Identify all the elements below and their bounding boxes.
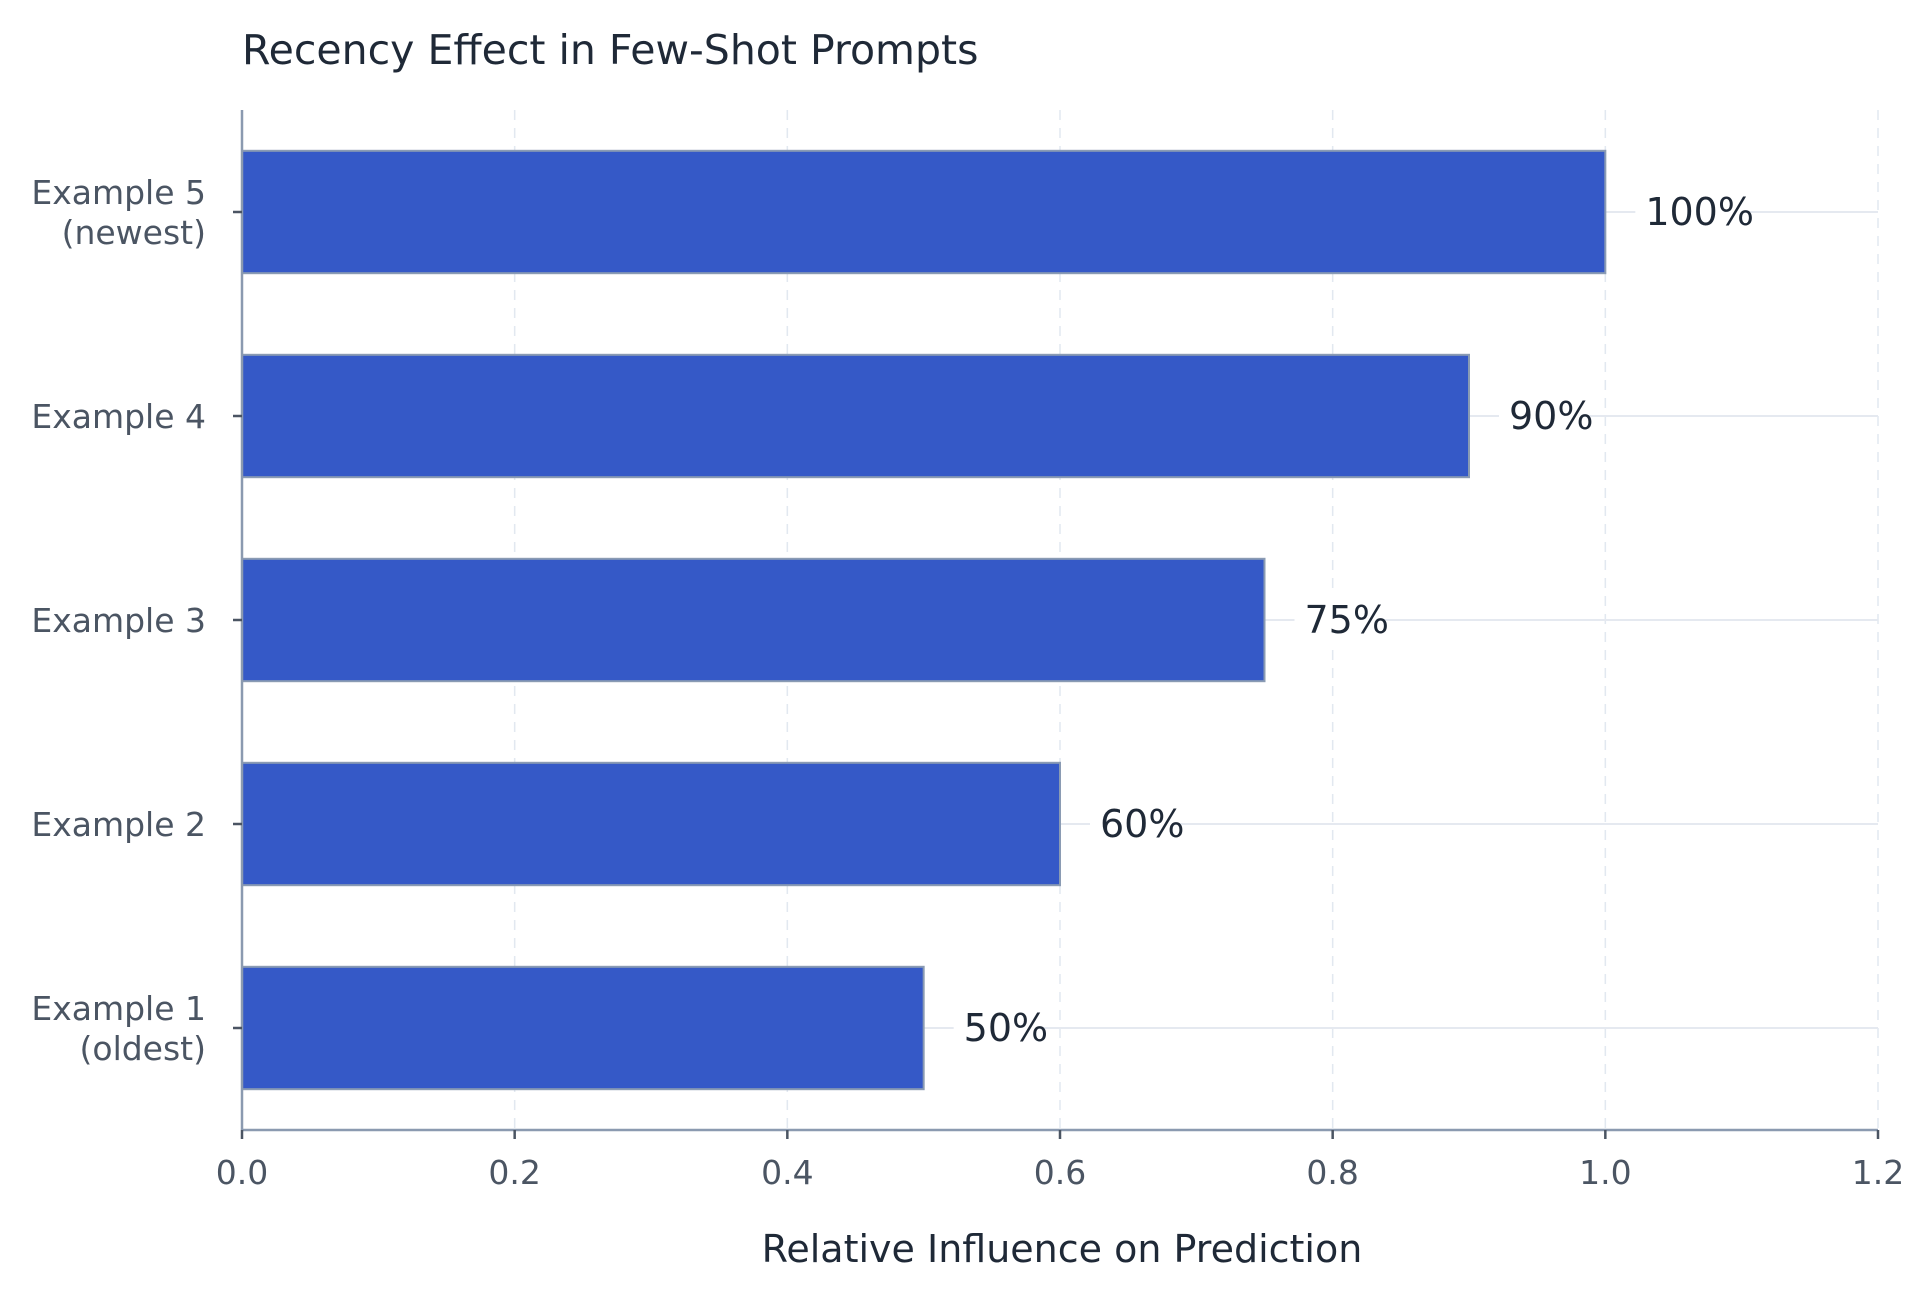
axes <box>233 110 1880 1139</box>
data-label-backdrop <box>1090 800 1175 848</box>
x-tick-label: 0.8 <box>1306 1153 1358 1192</box>
labels: 50% 60% 75% 90% 100% 0.0 0.2 0.4 0.6 0.8 1.0 1.2 Exa… <box>31 173 1904 1192</box>
y-tick-label: Example 2 <box>31 805 206 844</box>
bar <box>241 761 1061 887</box>
y-tick-label: (newest) <box>62 213 206 252</box>
x-tick-label: 0.6 <box>1034 1153 1086 1192</box>
data-label-backdrop <box>1635 188 1744 236</box>
bar <box>241 353 1470 479</box>
x-tick-label: 1.2 <box>1852 1153 1904 1192</box>
y-tick-label: Example 3 <box>31 601 206 640</box>
bar <box>241 557 1266 683</box>
y-tick-label: Example 4 <box>31 397 206 436</box>
bar <box>241 149 1607 275</box>
data-label: 90% <box>1509 394 1593 438</box>
data-label-backdrop <box>1499 392 1584 440</box>
y-tick-label: Example 1 <box>31 989 206 1028</box>
x-tick-label: 1.0 <box>1579 1153 1631 1192</box>
data-label: 50% <box>964 1006 1048 1050</box>
y-tick-label: Example 5 <box>31 173 206 212</box>
chart-title: Recency Effect in Few-Shot Prompts <box>242 26 978 74</box>
x-tick-label: 0.4 <box>761 1153 813 1192</box>
data-label: 75% <box>1305 598 1389 642</box>
data-label-backdrop <box>1294 596 1380 644</box>
data-label: 60% <box>1100 802 1184 846</box>
x-axis-label: Relative Influence on Prediction <box>762 1227 1363 1271</box>
data-label: 100% <box>1645 190 1754 234</box>
data-label-backdrop <box>953 1004 1039 1052</box>
x-tick-label: 0.0 <box>216 1153 268 1192</box>
bar <box>241 965 925 1091</box>
x-tick-label: 0.2 <box>488 1153 540 1192</box>
y-tick-label: (oldest) <box>80 1029 207 1068</box>
